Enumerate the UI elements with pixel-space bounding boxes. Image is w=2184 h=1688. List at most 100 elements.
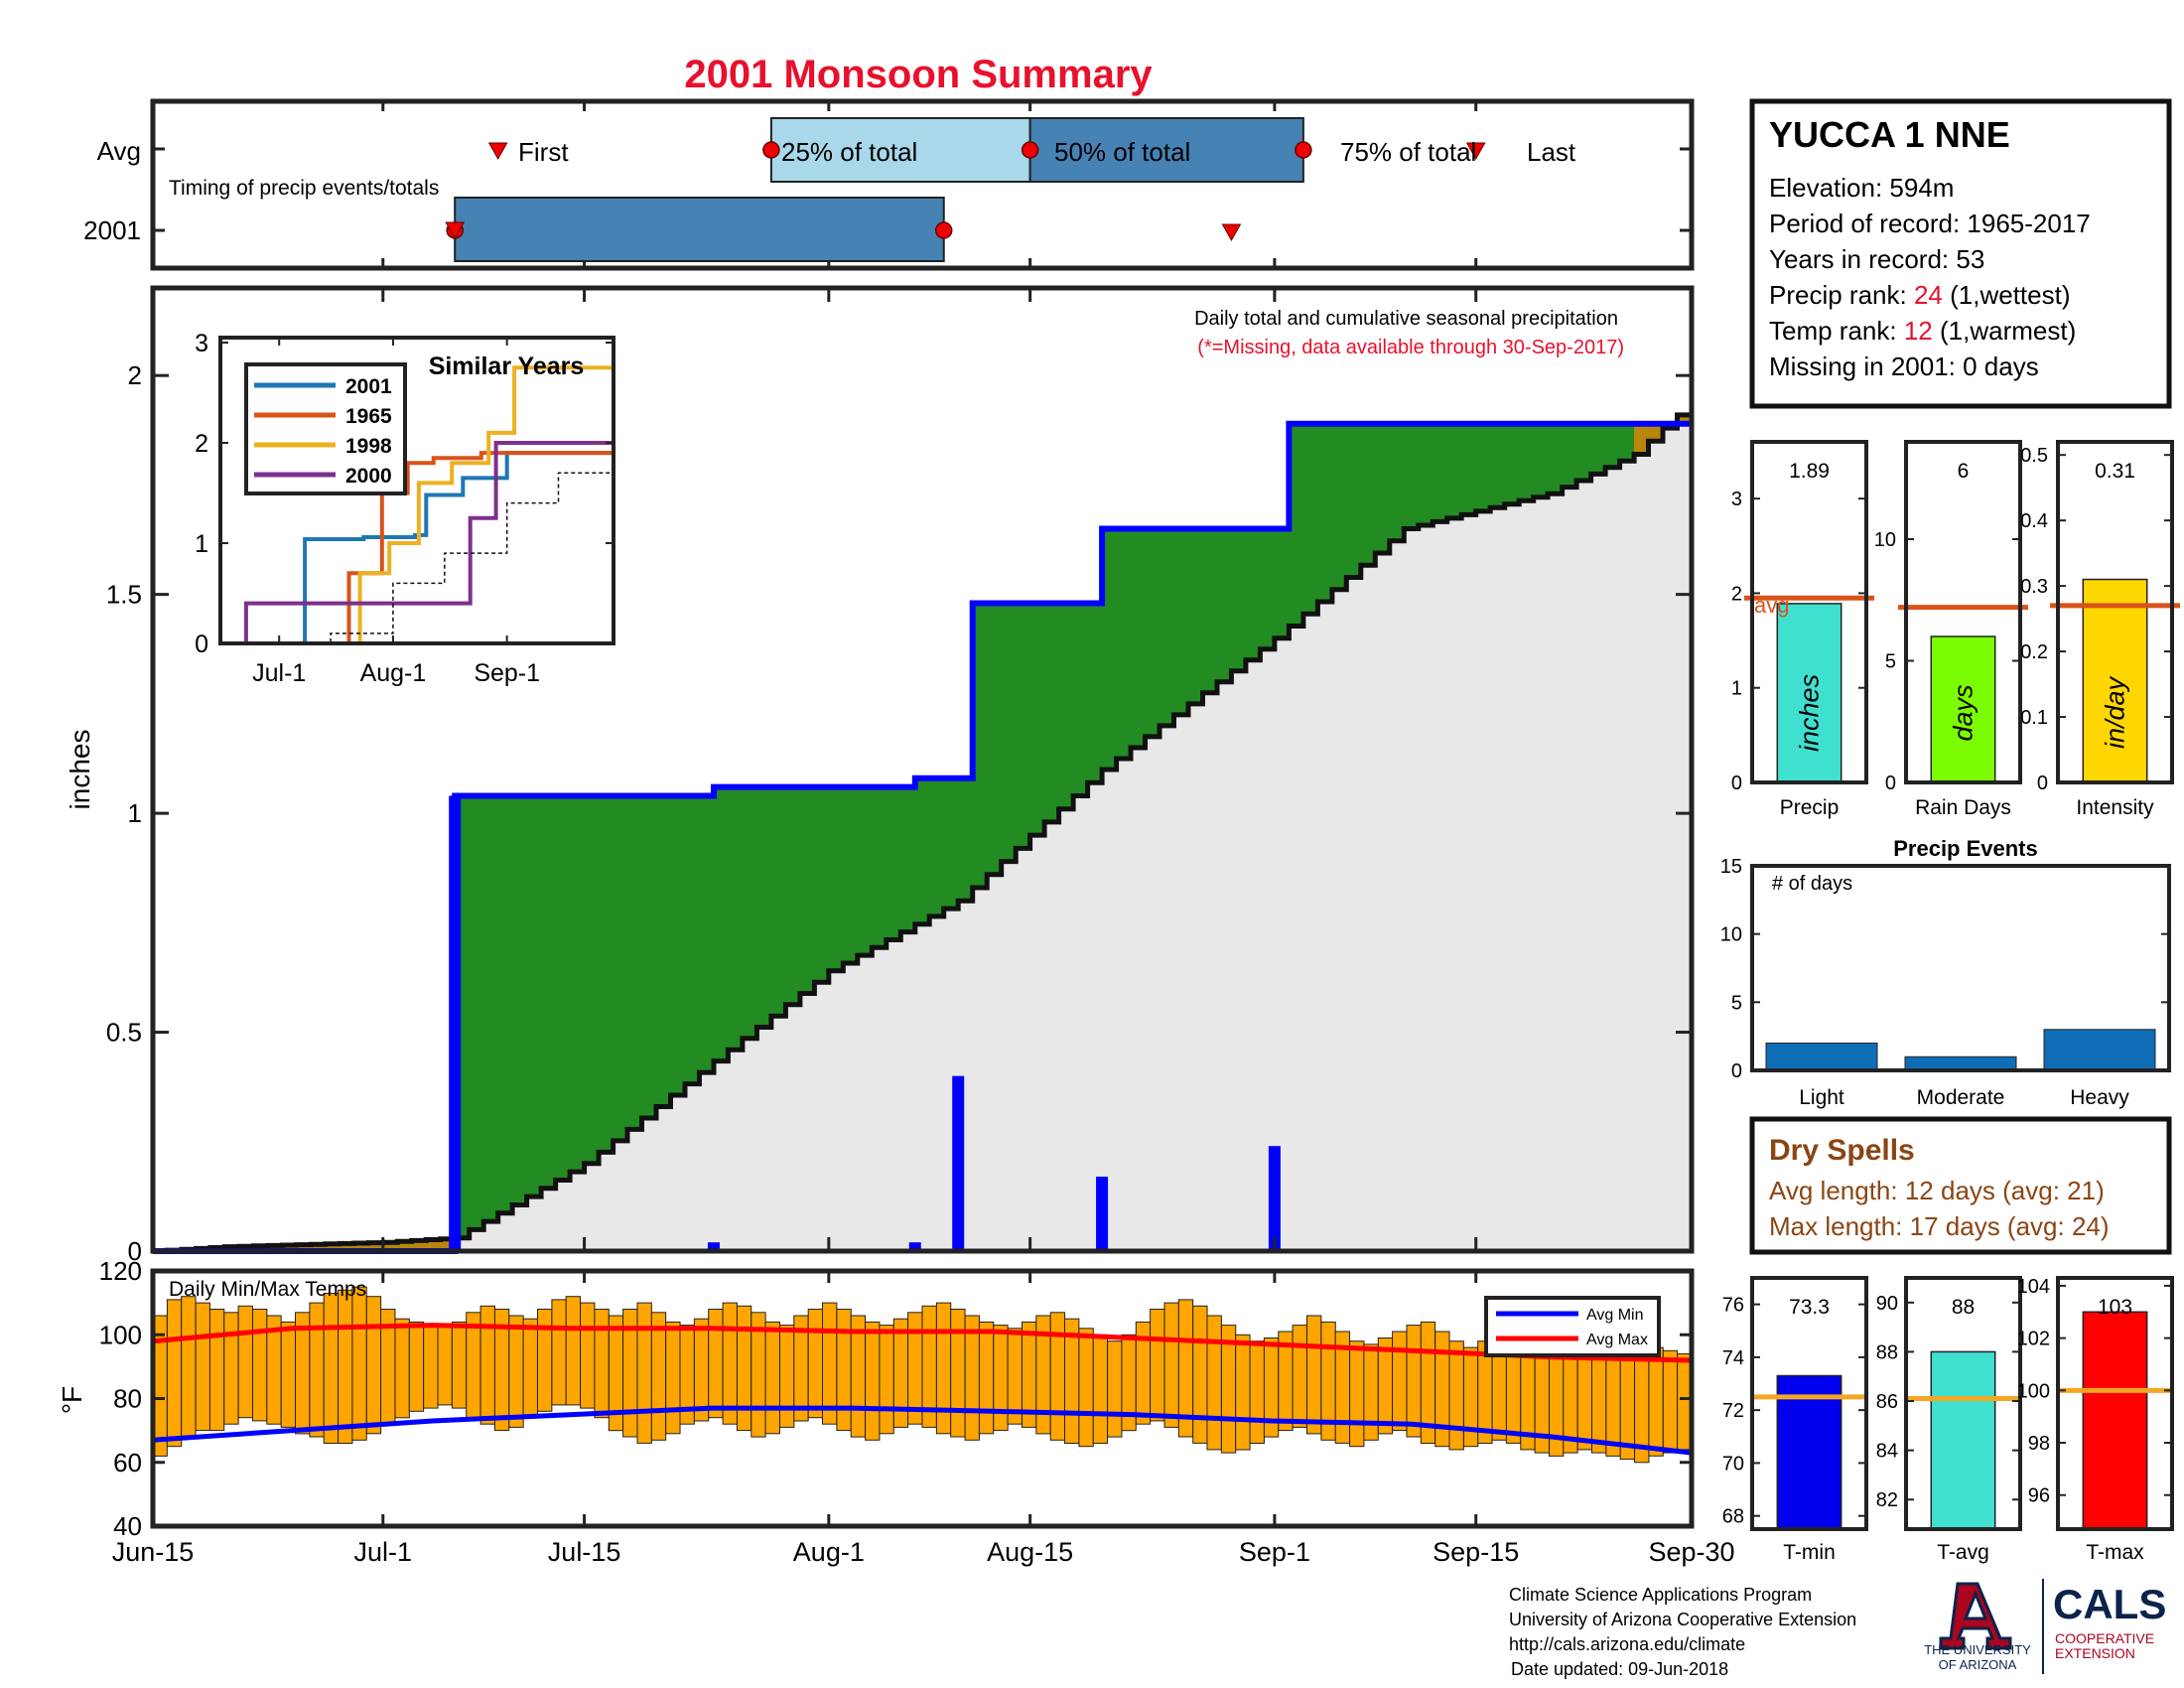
precip-ytick-label: 0.5 — [106, 1018, 142, 1048]
temp-ytick-label: 90 — [1876, 1293, 1898, 1315]
summary-value: 1.89 — [1789, 460, 1830, 483]
temps-y-label: °F — [57, 1386, 87, 1414]
events-ytick-label: 10 — [1720, 924, 1742, 946]
station-name: YUCCA 1 NNE — [1769, 114, 2010, 155]
inset-series-average — [220, 453, 614, 644]
summary-unit: days — [1949, 684, 1979, 741]
daily-precip-bar — [1268, 1146, 1281, 1251]
event-category-label: Heavy — [2070, 1086, 2129, 1109]
footer-line4: Date updated: 09-Jun-2018 — [1511, 1659, 1728, 1679]
avg-q50-marker — [1021, 141, 1039, 159]
temp-range-bar — [1662, 1349, 1679, 1454]
temp-summary-label: T-max — [2086, 1541, 2144, 1564]
temp-range-bar — [479, 1305, 495, 1425]
temp-summary-label: T-min — [1783, 1541, 1836, 1564]
dry-spells-box: Dry Spells Avg length: 12 days (avg: 21)… — [1749, 1116, 2172, 1255]
inset-legend-label: 1965 — [345, 405, 392, 428]
summary-ytick-label: 3 — [1731, 489, 1742, 510]
date-x-ticks: Jun-15 Jul-1 Jul-15 Aug-1 Aug-15 Sep-1 Sep-15 S… — [112, 1271, 1735, 1567]
precip-note: Daily total and cumulative seasonal prec… — [1194, 308, 1618, 330]
temp-range-bar — [195, 1302, 210, 1432]
footer-line1: Climate Science Applications Program — [1509, 1585, 1812, 1605]
temp-range-bar — [665, 1321, 681, 1435]
daily-precip-bar — [449, 795, 462, 1251]
summary-ytick-label: 10 — [1874, 529, 1896, 551]
temp-range-bar — [1249, 1340, 1265, 1444]
precip-rank: Precip rank: 24 (1,wettest) — [1769, 280, 2071, 310]
temp-range-bar — [1406, 1325, 1422, 1438]
temp-range-bar — [1192, 1305, 1208, 1444]
daily-precip-bar — [1096, 1177, 1109, 1251]
events-title: Precip Events — [1893, 836, 2038, 861]
temp-summary-t-min: 73.3 T-min 68 70 72 74 76 — [1722, 1276, 1868, 1564]
temp-panel-border — [1904, 1276, 2022, 1531]
summary-ytick-label: 0.4 — [2020, 510, 2048, 532]
temp-panel-border — [2056, 1276, 2174, 1531]
inset-title: Similar Years — [429, 352, 585, 380]
station-info-box: YUCCA 1 NNE Elevation: 594m Period of re… — [1749, 98, 2172, 409]
summary-panel-rain-days: 6 Rain Days days 0 5 10 — [1874, 440, 2028, 819]
temp-summary-bar — [1776, 1374, 1843, 1530]
temp-range-bar — [252, 1309, 268, 1422]
temp-range-bar — [636, 1302, 652, 1444]
temp-range-bar — [836, 1309, 852, 1432]
date-xtick-label: Sep-30 — [1648, 1537, 1734, 1567]
temp-summary-t-max: 103 T-max 96 98 100 102 104 — [2017, 1276, 2174, 1564]
summary-ytick-label: 5 — [1885, 651, 1896, 673]
precip-ytick-label: 2 — [128, 360, 142, 390]
temp-ytick-label: 76 — [1722, 1295, 1744, 1317]
cumulative-2001-line — [153, 420, 1692, 1254]
figure-title: 2001 Monsoon Summary — [684, 53, 1153, 96]
temp-range-bar — [237, 1305, 253, 1419]
summary-ytick-label: 0 — [1885, 773, 1896, 794]
event-category-label: Light — [1799, 1086, 1844, 1109]
summary-value: 0.31 — [2095, 460, 2135, 483]
summary-ytick-label: 0.2 — [2020, 641, 2048, 663]
events-plot: Light Moderate Heavy 0 5 10 15 — [1720, 856, 2169, 1109]
cals-sub1: COOPERATIVE — [2055, 1630, 2154, 1646]
timing-row-2001: 2001 — [83, 215, 141, 245]
inset-xtick-label: Sep-1 — [474, 659, 540, 687]
temps-legend-box — [1484, 1296, 1661, 1357]
inset-series-2000 — [220, 441, 614, 645]
temp-ytick-label: 82 — [1876, 1489, 1898, 1511]
temp-range-bar — [580, 1302, 596, 1409]
temp-ytick-label: 96 — [2028, 1485, 2050, 1507]
temp-range-bar — [1107, 1340, 1123, 1438]
temp-range-bar — [650, 1312, 667, 1441]
summary-label: Precip — [1780, 796, 1840, 819]
temp-ytick-label: 104 — [2017, 1276, 2050, 1298]
avg-label: avg — [1754, 593, 1789, 618]
avg-max-line — [152, 1323, 1693, 1363]
temp-range-bar — [1206, 1315, 1222, 1451]
temp-rank: Temp rank: 12 (1,warmest) — [1769, 316, 2076, 346]
temp-range-bar — [1392, 1331, 1408, 1432]
date-xtick-label: Aug-1 — [793, 1537, 865, 1567]
temp-range-bar — [964, 1315, 980, 1441]
temp-range-bar — [208, 1309, 225, 1432]
temp-range-bar — [1092, 1334, 1109, 1445]
last-label: Last — [1527, 137, 1576, 167]
temp-range-bar — [537, 1309, 553, 1412]
avg-q75-marker — [1295, 141, 1312, 159]
cals-logo-text: CALS — [2053, 1581, 2166, 1627]
timing-caption: Timing of precip events/totals — [169, 177, 439, 200]
footer-line3: http://cals.arizona.edu/climate — [1509, 1634, 1745, 1654]
q75-label: 75% of total — [1340, 137, 1476, 167]
temp-range-bar — [394, 1318, 410, 1419]
y-axis-label: inches — [65, 730, 95, 810]
station-missing: Missing in 2001: 0 days — [1769, 352, 2039, 381]
temp-ytick-label: 84 — [1876, 1441, 1898, 1463]
temps-ytick-label: 80 — [113, 1384, 142, 1414]
avg-min-label: Avg Min — [1586, 1307, 1644, 1324]
inset-series-1965 — [220, 451, 615, 645]
precip-ytick-label: 1.5 — [106, 580, 142, 610]
temp-range-bar — [166, 1299, 183, 1448]
summary-ytick-label: 0.1 — [2020, 707, 2048, 729]
ua-text1: THE UNIVERSITY — [1924, 1642, 2031, 1657]
temp-ytick-label: 100 — [2017, 1380, 2050, 1402]
temp-range-bar — [365, 1296, 382, 1435]
daily-precip-bar — [908, 1242, 921, 1251]
